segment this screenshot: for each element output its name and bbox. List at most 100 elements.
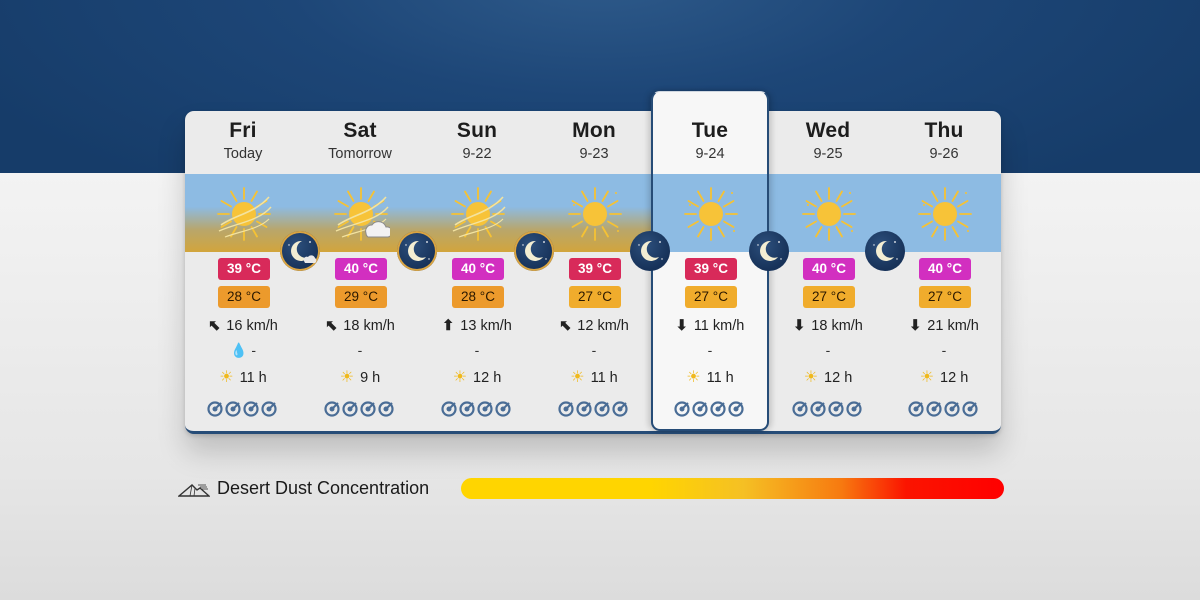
moon-icon xyxy=(397,231,437,271)
day-date: 9-26 xyxy=(929,146,959,162)
sunshine-icon: ☀ xyxy=(919,369,935,386)
sunshine-hours: ☀ 12 h xyxy=(886,367,1002,387)
max-temperature: 39 °C xyxy=(569,258,621,280)
wind-direction-icon: ⬉ xyxy=(325,318,338,334)
max-temperature: 40 °C xyxy=(803,258,855,280)
max-temperature: 39 °C xyxy=(685,258,737,280)
wind-speed: 12 km/h xyxy=(577,318,629,334)
wind: ⬉ 12 km/h xyxy=(536,318,652,334)
day-date: 9-24 xyxy=(695,146,725,162)
max-temperature: 40 °C xyxy=(335,258,387,280)
forecast-confidence-icon xyxy=(674,401,746,417)
sunshine-icon: ☀ xyxy=(570,369,585,386)
day-column-sun[interactable]: Sun 9-22 40 °C 28 °C ⬆ 13 km/h - ☀ 12 h xyxy=(419,111,535,429)
sunshine-hours: ☀ 9 h xyxy=(302,367,418,387)
precipitation-value: - xyxy=(707,342,713,358)
day-column-thu[interactable]: Thu 9-26 40 °C 27 °C ⬇ 21 km/h - ☀ 12 h xyxy=(886,111,1002,429)
precipitation-value: - xyxy=(357,342,363,358)
sun-icon xyxy=(449,185,507,243)
moon-icon xyxy=(749,231,789,271)
min-temperature: 28 °C xyxy=(218,286,270,308)
day-date: 9-25 xyxy=(813,146,843,162)
day-name: Mon xyxy=(572,119,616,142)
wind: ⬇ 11 km/h xyxy=(652,318,768,334)
min-temperature: 27 °C xyxy=(919,286,971,308)
sunshine-value: 12 h xyxy=(940,370,969,386)
precipitation-value: - xyxy=(251,342,257,358)
forecast-confidence-icon xyxy=(792,401,864,417)
wind-direction-icon: ⬇ xyxy=(909,318,922,334)
max-temperature: 40 °C xyxy=(452,258,504,280)
wind-speed: 18 km/h xyxy=(811,318,863,334)
day-name: Thu xyxy=(924,119,964,142)
moon-icon xyxy=(865,231,905,271)
precipitation: - xyxy=(886,342,1002,358)
min-temperature: 27 °C xyxy=(569,286,621,308)
precipitation-value: - xyxy=(941,342,947,358)
wind-speed: 11 km/h xyxy=(693,318,745,334)
dust-mountain-icon xyxy=(178,484,210,497)
day-column-mon[interactable]: Mon 9-23 39 °C 27 °C ⬉ 12 km/h - ☀ 11 h xyxy=(536,111,652,429)
sunshine-value: 12 h xyxy=(824,370,853,386)
sun-icon xyxy=(215,185,273,243)
day-date: Tomorrow xyxy=(328,146,392,162)
sunshine-hours: ☀ 12 h xyxy=(419,367,535,387)
sunshine-hours: ☀ 12 h xyxy=(770,367,886,387)
forecast-confidence-icon xyxy=(908,401,980,417)
precipitation: - xyxy=(770,342,886,358)
forecast-confidence-icon xyxy=(558,401,630,417)
sunshine-value: 9 h xyxy=(360,370,381,386)
sunshine-icon: ☀ xyxy=(339,369,355,386)
wind-direction-icon: ⬇ xyxy=(675,318,688,334)
wind-direction-icon: ⬉ xyxy=(208,318,221,334)
day-column-wed[interactable]: Wed 9-25 40 °C 27 °C ⬇ 18 km/h - ☀ 12 h xyxy=(770,111,886,429)
day-date: 9-23 xyxy=(579,146,609,162)
wind-direction-icon: ⬉ xyxy=(559,318,572,334)
sun-icon xyxy=(916,185,974,243)
day-name: Tue xyxy=(691,119,729,142)
wind-speed: 18 km/h xyxy=(343,318,395,334)
sun-icon xyxy=(682,185,740,243)
raindrop-icon: 💧 xyxy=(229,342,248,358)
moon-icon xyxy=(280,231,320,271)
sunshine-value: 11 h xyxy=(706,370,734,386)
dust-legend-label: Desert Dust Concentration xyxy=(217,478,430,498)
day-column-fri[interactable]: Fri Today 39 °C 28 °C ⬉ 16 km/h 💧 - ☀ 11 h xyxy=(185,111,301,429)
forecast-confidence-icon xyxy=(441,401,513,417)
day-date: 9-22 xyxy=(462,146,492,162)
forecast-confidence-icon xyxy=(207,401,279,417)
day-column-sat[interactable]: Sat Tomorrow 40 °C 29 °C ⬉ 18 km/h - ☀ 9 h xyxy=(302,111,418,429)
forecast-confidence-icon xyxy=(324,401,396,417)
sunshine-icon: ☀ xyxy=(219,369,234,386)
sunshine-icon: ☀ xyxy=(686,369,701,386)
max-temperature: 40 °C xyxy=(919,258,971,280)
wind: ⬇ 18 km/h xyxy=(770,318,886,334)
sunshine-hours: ☀ 11 h xyxy=(536,367,652,387)
sunshine-hours: ☀ 11 h xyxy=(652,367,768,387)
sunshine-value: 12 h xyxy=(473,370,502,386)
precipitation-value: - xyxy=(474,342,480,358)
dust-concentration-scale xyxy=(461,478,1004,499)
wind: ⬇ 21 km/h xyxy=(886,318,1002,334)
wind: ⬉ 16 km/h xyxy=(185,318,301,334)
min-temperature: 27 °C xyxy=(803,286,855,308)
precipitation: - xyxy=(536,342,652,358)
precipitation-value: - xyxy=(825,342,831,358)
sunshine-icon: ☀ xyxy=(803,369,819,386)
precipitation: - xyxy=(419,342,535,358)
sun-icon xyxy=(566,185,624,243)
day-name: Fri xyxy=(229,119,257,142)
min-temperature: 27 °C xyxy=(685,286,737,308)
wind: ⬉ 18 km/h xyxy=(302,318,418,334)
sun-cloud-icon xyxy=(332,185,393,243)
day-column-tue[interactable]: Tue 9-24 39 °C 27 °C ⬇ 11 km/h - ☀ 11 h xyxy=(652,111,768,429)
precipitation-value: - xyxy=(591,342,597,358)
min-temperature: 29 °C xyxy=(335,286,387,308)
moon-icon xyxy=(630,231,670,271)
day-name: Sun xyxy=(456,119,498,142)
sunshine-icon: ☀ xyxy=(452,369,468,386)
precipitation: 💧 - xyxy=(185,342,301,359)
wind: ⬆ 13 km/h xyxy=(419,318,535,334)
sunshine-value: 11 h xyxy=(239,370,267,386)
sun-icon xyxy=(800,185,858,243)
